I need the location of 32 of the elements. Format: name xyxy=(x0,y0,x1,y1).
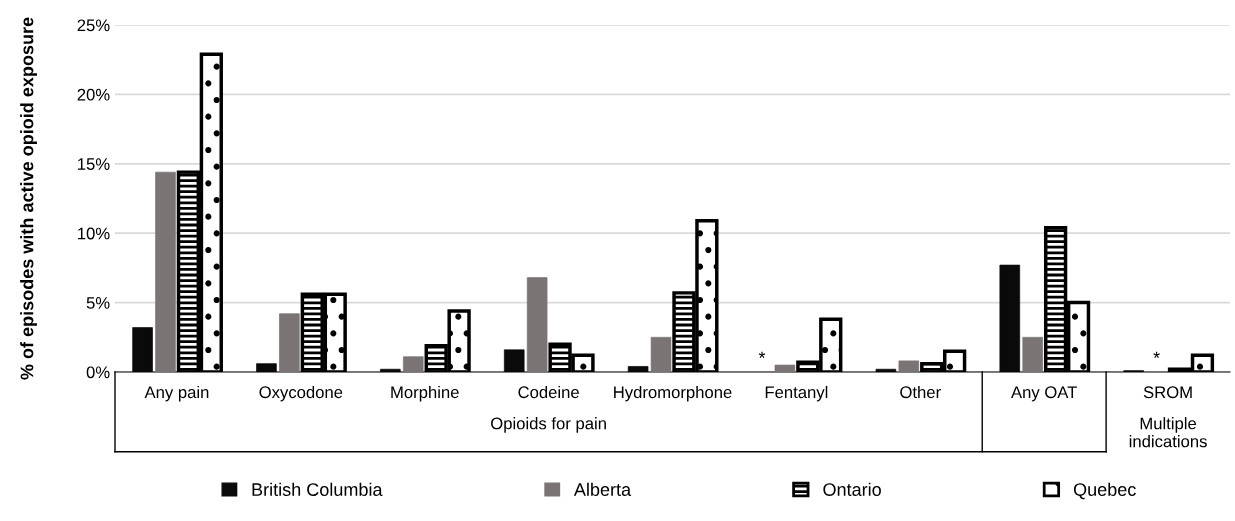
y-tick-label: 10% xyxy=(78,227,110,240)
legend-label: Alberta xyxy=(573,482,632,496)
bar xyxy=(403,356,424,372)
bar xyxy=(774,364,796,372)
text: Multiple indications xyxy=(1129,417,1207,448)
y-tick-label: 20% xyxy=(77,88,110,101)
x-tick-label: Any OAT xyxy=(1011,386,1077,402)
x-tick-label: Any pain xyxy=(144,385,209,402)
bar xyxy=(155,171,176,372)
text: Opioids for pain xyxy=(491,417,606,433)
bar xyxy=(1022,336,1043,372)
x-tick-label: Fentanyl xyxy=(765,385,828,402)
y-tick-label: 25% xyxy=(77,19,110,32)
x-tick-label: Hydromorphone xyxy=(614,385,732,402)
annotation: * xyxy=(758,351,766,359)
x-tick-label: Codeine xyxy=(518,385,579,399)
x-tick-label: Oxycodone xyxy=(259,385,343,402)
y-axis-title: % of episodes with active opioid exposure xyxy=(20,17,37,380)
bar xyxy=(279,313,300,372)
x-tick-label: Other xyxy=(900,385,941,399)
y-tick-label: 5% xyxy=(86,297,110,309)
legend-label: Ontario xyxy=(823,482,881,496)
y-tick-label: 15% xyxy=(78,158,110,170)
bar xyxy=(526,277,548,372)
y-tick-label: 0% xyxy=(86,366,110,379)
x-tick-label: SROM xyxy=(1143,386,1192,399)
legend-label: British Columbia xyxy=(252,482,383,496)
legend-label: Quebec xyxy=(1073,482,1136,500)
x-tick-label: Morphine xyxy=(391,385,459,402)
annotation: * xyxy=(1153,351,1160,359)
bar xyxy=(650,336,672,372)
bar xyxy=(898,360,920,372)
